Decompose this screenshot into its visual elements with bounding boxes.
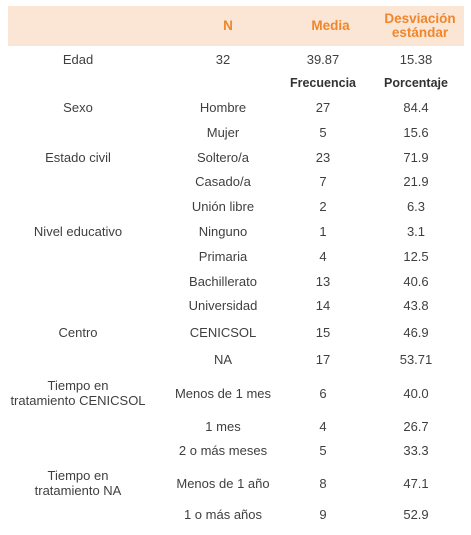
percentage-value: 43.8: [403, 297, 429, 313]
percentage-value: 3.1: [406, 223, 426, 239]
percentage-value: 84.4: [403, 99, 429, 115]
category-label: Unión libre: [191, 198, 255, 214]
frequency-value: 17: [315, 351, 331, 367]
table-row: Unión libre 2 6.3: [8, 195, 464, 219]
table-row: Tiempo en tratamiento NA Menos de 1 año 8 47…: [8, 466, 464, 502]
category-label: CENICSOL: [189, 324, 257, 340]
percentage-value: 21.9: [403, 173, 429, 189]
variable-label: [8, 415, 148, 439]
variable-label: [8, 195, 148, 219]
row-edad: Edad 32 39.87 15.38: [8, 47, 464, 73]
table-row: 2 o más meses 5 33.3: [8, 439, 464, 463]
category-label: Menos de 1 año: [176, 475, 270, 491]
variable-label: [8, 439, 148, 463]
subheader-frecuencia: Frecuencia: [289, 75, 356, 90]
category-label: Primaria: [198, 248, 248, 264]
percentage-value: 12.5: [403, 248, 429, 264]
table-row: Casado/a 7 21.9: [8, 170, 464, 194]
category-label: Menos de 1 mes: [174, 385, 272, 401]
table-row: Bachillerato 13 40.6: [8, 270, 464, 294]
variable-label: Centro: [58, 324, 98, 340]
row-subheader: Frecuencia Porcentaje: [8, 71, 464, 95]
table-row: Sexo Hombre 27 84.4: [8, 96, 464, 120]
edad-media: 39.87: [306, 51, 340, 67]
category-label: Mujer: [206, 124, 240, 140]
table-row: Mujer 5 15.6: [8, 121, 464, 145]
variable-label: [8, 503, 148, 527]
percentage-value: 52.9: [403, 506, 429, 522]
variable-label: Tiempo en tratamiento CENICSOL: [10, 378, 146, 408]
frequency-value: 8: [319, 475, 327, 491]
percentage-value: 15.6: [403, 124, 429, 140]
variable-label: [8, 347, 148, 373]
percentage-value: 71.9: [403, 149, 429, 165]
percentage-value: 40.0: [403, 385, 429, 401]
frequency-value: 7: [319, 173, 327, 189]
table-row: NA 17 53.71: [8, 347, 464, 373]
variable-label: Sexo: [63, 99, 93, 115]
header-desviacion: Desviación estándar: [376, 6, 464, 46]
frequency-value: 4: [319, 418, 327, 434]
category-label: NA: [213, 351, 233, 367]
frequency-value: 1: [319, 223, 327, 239]
frequency-value: 5: [319, 442, 327, 458]
edad-desviacion: 15.38: [399, 51, 433, 67]
category-label: Universidad: [188, 297, 258, 313]
table-header: N Media Desviación estándar: [8, 6, 464, 46]
table-row: Primaria 4 12.5: [8, 245, 464, 269]
frequency-value: 4: [319, 248, 327, 264]
frequency-value: 23: [315, 149, 331, 165]
frequency-value: 13: [315, 273, 331, 289]
frequency-value: 6: [319, 385, 327, 401]
header-desviacion-line2: estándar: [391, 25, 449, 40]
percentage-value: 46.9: [403, 324, 429, 340]
header-n: N: [223, 17, 233, 33]
percentage-value: 40.6: [403, 273, 429, 289]
variable-label: Tiempo en tratamiento NA: [34, 468, 122, 498]
percentage-value: 53.71: [399, 351, 433, 367]
frequency-value: 5: [319, 124, 327, 140]
percentage-value: 47.1: [403, 475, 429, 491]
table-row: 1 mes 4 26.7: [8, 415, 464, 439]
variable-label: [8, 170, 148, 194]
subheader-porcentaje: Porcentaje: [384, 75, 448, 90]
category-label: Casado/a: [195, 173, 251, 189]
header-desviacion-line1: Desviación: [384, 10, 456, 26]
variable-label: [8, 270, 148, 294]
table-row: Nivel educativo Ninguno 1 3.1: [8, 220, 464, 244]
edad-n: 32: [215, 51, 231, 67]
table-row: Estado civil Soltero/a 23 71.9: [8, 146, 464, 170]
frequency-value: 15: [315, 324, 331, 340]
category-label: 2 o más meses: [178, 442, 268, 458]
variable-label: Estado civil: [45, 149, 111, 165]
percentage-value: 33.3: [403, 442, 429, 458]
percentage-value: 26.7: [403, 418, 429, 434]
category-label: Hombre: [199, 99, 247, 115]
frequency-value: 27: [315, 99, 331, 115]
frequency-value: 14: [315, 297, 331, 313]
variable-label: [8, 294, 148, 318]
percentage-value: 6.3: [406, 198, 426, 214]
edad-label: Edad: [62, 51, 94, 67]
header-media: Media: [311, 17, 350, 33]
table-row: 1 o más años 9 52.9: [8, 503, 464, 527]
category-label: 1 mes: [205, 418, 241, 434]
category-label: Bachillerato: [189, 273, 257, 289]
frequency-value: 2: [319, 198, 327, 214]
variable-label: Nivel educativo: [33, 223, 123, 239]
table-row: Universidad 14 43.8: [8, 294, 464, 318]
frequency-value: 9: [319, 506, 327, 522]
variable-label: [8, 121, 148, 145]
category-label: Ninguno: [198, 223, 248, 239]
variable-label: [8, 245, 148, 269]
table-row: Tiempo en tratamiento CENICSOL Menos de 1 …: [8, 376, 464, 412]
category-label: 1 o más años: [183, 506, 263, 522]
table-row: Centro CENICSOL 15 46.9: [8, 320, 464, 346]
category-label: Soltero/a: [196, 149, 250, 165]
